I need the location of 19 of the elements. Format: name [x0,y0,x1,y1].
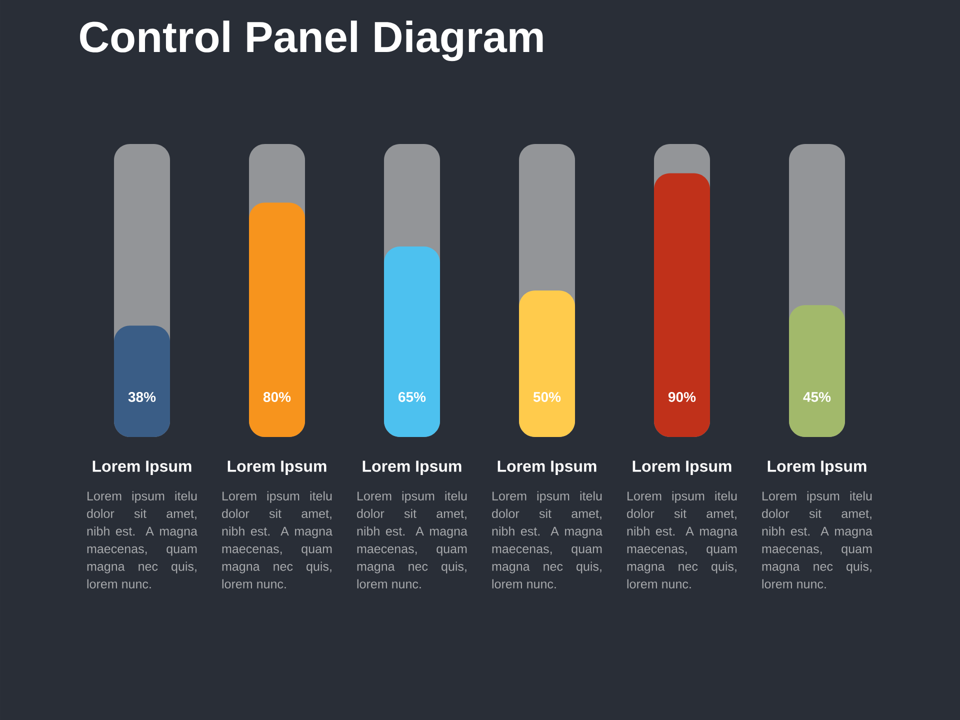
x-tick-label: Lorem Ipsum [768,460,866,476]
text: Lorem ipsum itelu dolor sit amet, nibh est. A magna maecenas, quam magna nec quis, lorem nunc. [627,491,738,588]
x-tick-label: Lorem Ipsum [92,460,192,476]
chart-title: Control Panel Diagram [80,20,543,62]
x-tick-label: Lorem Ipsum [362,460,462,476]
text: Lorem ipsum itelu dolor sit amet, nibh est. A magna maecenas, quam magna nec quis, lorem nunc. [222,491,332,588]
x-tick-label: Lorem Ipsum [498,460,596,476]
data-label: 80% [263,392,291,402]
x-tick-label: Lorem Ipsum [632,460,732,476]
data-label: 50% [533,392,561,402]
text: Lorem ipsum itelu dolor sit amet, nibh est. A magna maecenas, quam magna nec quis, lorem nunc. [357,491,468,588]
text: Lorem ipsum itelu dolor sit amet, nibh est. A magna maecenas, quam magna nec quis, lorem nunc. [762,491,872,588]
x-tick-label: Lorem Ipsum [228,460,326,476]
data-label: 90% [668,392,696,402]
text: Lorem ipsum itelu dolor sit amet, nibh est. A magna maecenas, quam magna nec quis, lorem nunc. [87,491,198,588]
data-label: 45% [803,392,831,402]
data-label: 38% [128,392,156,402]
data-label: 65% [398,392,426,402]
text: Lorem ipsum itelu dolor sit amet, nibh est. A magna maecenas, quam magna nec quis, lorem nunc. [492,491,602,588]
